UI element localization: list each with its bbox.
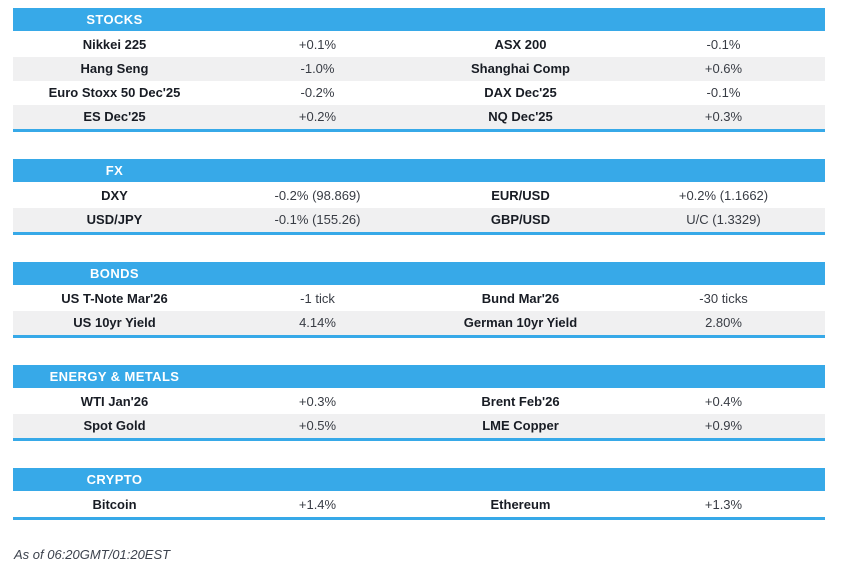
section-rows: DXY -0.2% (98.869) EUR/USD +0.2% (1.1662… (13, 184, 825, 232)
instrument-name-right: ASX 200 (494, 37, 547, 52)
instrument-name-left: DXY (101, 188, 128, 203)
instrument-value-left: -0.2% (300, 85, 335, 100)
instrument-value-right: 2.80% (705, 315, 742, 330)
table-row: Hang Seng -1.0% Shanghai Comp +0.6% (13, 57, 825, 81)
table-row: Nikkei 225 +0.1% ASX 200 -0.1% (13, 33, 825, 57)
instrument-name-right: DAX Dec'25 (484, 85, 557, 100)
instrument-value-left: +0.5% (298, 418, 337, 433)
section-title: ENERGY & METALS (49, 369, 180, 384)
table-row: USD/JPY -0.1% (155.26) GBP/USD U/C (1.33… (13, 208, 825, 232)
market-section: STOCKS Nikkei 225 +0.1% ASX 200 -0.1% Ha… (13, 8, 825, 132)
section-title: CRYPTO (86, 472, 143, 487)
instrument-name-left: US 10yr Yield (73, 315, 156, 330)
table-row: DXY -0.2% (98.869) EUR/USD +0.2% (1.1662… (13, 184, 825, 208)
instrument-name-left: Spot Gold (83, 418, 146, 433)
instrument-value-right: U/C (1.3329) (686, 212, 761, 227)
instrument-name-right: EUR/USD (491, 188, 550, 203)
instrument-value-right: +0.3% (704, 109, 743, 124)
instrument-value-left: -1.0% (300, 61, 335, 76)
instrument-name-left: USD/JPY (86, 212, 143, 227)
instrument-value-right: +0.2% (1.1662) (678, 188, 769, 203)
section-header-band: FX (13, 159, 825, 182)
section-title: STOCKS (86, 12, 143, 27)
instrument-value-right: -30 ticks (699, 291, 748, 306)
market-summary: STOCKS Nikkei 225 +0.1% ASX 200 -0.1% Ha… (13, 8, 841, 520)
instrument-name-right: German 10yr Yield (463, 315, 578, 330)
instrument-name-right: Shanghai Comp (471, 61, 570, 76)
instrument-name-left: Hang Seng (80, 61, 149, 76)
instrument-name-left: Euro Stoxx 50 Dec'25 (48, 85, 181, 100)
instrument-value-left: +0.1% (298, 37, 337, 52)
instrument-name-right: LME Copper (482, 418, 559, 433)
instrument-name-left: ES Dec'25 (83, 109, 146, 124)
instrument-value-right: +0.9% (704, 418, 743, 433)
instrument-name-right: Bund Mar'26 (481, 291, 560, 306)
instrument-value-left: 4.14% (299, 315, 336, 330)
section-header-band: ENERGY & METALS (13, 365, 825, 388)
instrument-value-right: +1.3% (704, 497, 743, 512)
section-header-band: CRYPTO (13, 468, 825, 491)
instrument-name-right: NQ Dec'25 (488, 109, 553, 124)
instrument-value-left: +0.2% (298, 109, 337, 124)
instrument-value-left: +1.4% (298, 497, 337, 512)
instrument-name-right: Brent Feb'26 (481, 394, 560, 409)
instrument-name-right: GBP/USD (490, 212, 551, 227)
instrument-value-right: +0.4% (704, 394, 743, 409)
market-section: BONDS US T-Note Mar'26 -1 tick Bund Mar'… (13, 262, 825, 338)
as-of-timestamp: As of 06:20GMT/01:20EST (14, 547, 171, 562)
section-title: FX (105, 163, 124, 178)
instrument-value-right: -0.1% (706, 85, 741, 100)
section-rows: Bitcoin +1.4% Ethereum +1.3% (13, 493, 825, 517)
table-row: Euro Stoxx 50 Dec'25 -0.2% DAX Dec'25 -0… (13, 81, 825, 105)
market-section: ENERGY & METALS WTI Jan'26 +0.3% Brent F… (13, 365, 825, 441)
section-header-band: STOCKS (13, 8, 825, 31)
instrument-name-left: US T-Note Mar'26 (61, 291, 168, 306)
table-row: Bitcoin +1.4% Ethereum +1.3% (13, 493, 825, 517)
table-row: ES Dec'25 +0.2% NQ Dec'25 +0.3% (13, 105, 825, 129)
table-row: WTI Jan'26 +0.3% Brent Feb'26 +0.4% (13, 390, 825, 414)
section-header-band: BONDS (13, 262, 825, 285)
section-rows: US T-Note Mar'26 -1 tick Bund Mar'26 -30… (13, 287, 825, 335)
instrument-value-left: -0.2% (98.869) (274, 188, 361, 203)
instrument-value-left: -0.1% (155.26) (274, 212, 361, 227)
instrument-value-left: -1 tick (300, 291, 335, 306)
section-rows: WTI Jan'26 +0.3% Brent Feb'26 +0.4% Spot… (13, 390, 825, 438)
market-section: CRYPTO Bitcoin +1.4% Ethereum +1.3% (13, 468, 825, 520)
instrument-name-left: WTI Jan'26 (80, 394, 149, 409)
instrument-value-right: +0.6% (704, 61, 743, 76)
table-row: US T-Note Mar'26 -1 tick Bund Mar'26 -30… (13, 287, 825, 311)
market-section: FX DXY -0.2% (98.869) EUR/USD +0.2% (1.1… (13, 159, 825, 235)
instrument-value-right: -0.1% (706, 37, 741, 52)
table-row: US 10yr Yield 4.14% German 10yr Yield 2.… (13, 311, 825, 335)
instrument-name-left: Nikkei 225 (82, 37, 147, 52)
table-row: Spot Gold +0.5% LME Copper +0.9% (13, 414, 825, 438)
instrument-name-right: Ethereum (490, 497, 551, 512)
instrument-value-left: +0.3% (298, 394, 337, 409)
instrument-name-left: Bitcoin (92, 497, 137, 512)
section-rows: Nikkei 225 +0.1% ASX 200 -0.1% Hang Seng… (13, 33, 825, 129)
section-title: BONDS (90, 266, 139, 281)
